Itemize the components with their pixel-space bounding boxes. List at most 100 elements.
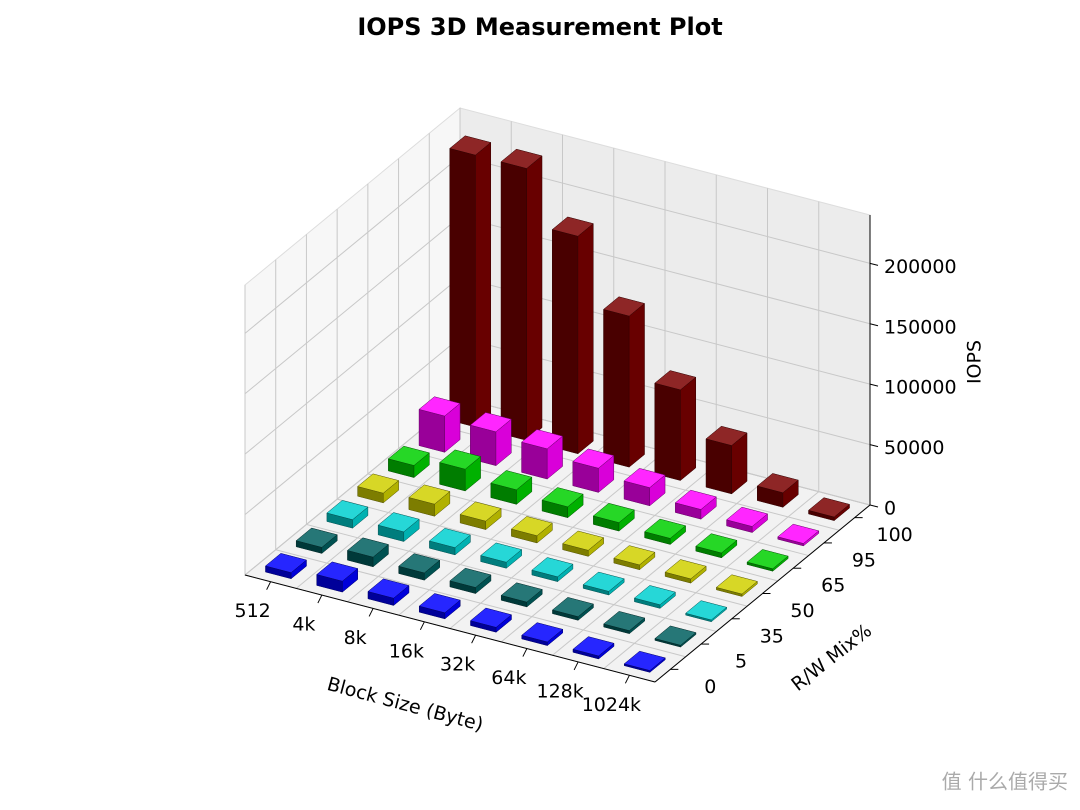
x-tick-label: 64k <box>491 667 526 689</box>
bar-top <box>326 500 369 520</box>
bar-side <box>577 223 594 455</box>
bar <box>469 607 513 633</box>
bar-top <box>572 636 615 657</box>
bar <box>480 542 523 569</box>
bar <box>695 533 738 559</box>
bar <box>408 484 451 517</box>
bar <box>377 512 420 543</box>
bar-front <box>449 148 476 428</box>
x-tick <box>317 594 323 604</box>
bar <box>644 518 687 545</box>
bar <box>521 622 564 647</box>
bar-top <box>418 396 461 417</box>
bar-top <box>510 516 553 537</box>
y-tick-label: 0 <box>704 676 716 698</box>
bar-top <box>449 135 492 156</box>
bar-top <box>664 559 707 580</box>
bar <box>572 448 615 493</box>
bar-top <box>705 425 748 446</box>
grid-line <box>244 216 461 395</box>
bar <box>623 650 666 673</box>
bar <box>664 559 707 584</box>
bar-front <box>552 229 579 455</box>
z-tick-label: 100000 <box>884 377 957 399</box>
bar-top <box>746 549 789 570</box>
bar-top <box>295 527 338 548</box>
bar-top <box>521 622 564 643</box>
bar-top <box>521 429 564 450</box>
bar <box>602 296 646 468</box>
bar-top <box>551 216 594 237</box>
bar <box>439 449 482 492</box>
bar-top <box>592 503 635 523</box>
z-tick <box>869 262 879 266</box>
bar-top <box>685 600 728 621</box>
x-tick <box>624 675 630 684</box>
bar-top <box>377 512 420 533</box>
z-tick-label: 200000 <box>884 256 957 278</box>
y-tick-label: 65 <box>821 575 845 597</box>
bar-top <box>756 473 799 494</box>
bar-front <box>418 409 445 453</box>
bar <box>449 567 492 595</box>
bar <box>428 528 471 556</box>
bar-front <box>500 161 527 441</box>
grid-line <box>500 464 717 643</box>
bar <box>264 553 308 580</box>
y-tick-label: 100 <box>877 524 913 546</box>
bar <box>500 148 543 441</box>
bar-top <box>316 561 359 582</box>
bar <box>531 557 574 583</box>
bar <box>562 530 605 557</box>
bar <box>654 370 697 482</box>
bar-top <box>469 607 513 628</box>
bar <box>705 425 748 495</box>
bar-side <box>680 376 697 482</box>
x-axis <box>244 574 656 683</box>
bar <box>551 597 594 621</box>
bar-top <box>603 611 646 631</box>
bar-top <box>602 296 646 317</box>
x-tick-label: 128k <box>536 680 583 702</box>
bar-top <box>654 370 697 391</box>
bar-top <box>500 148 543 169</box>
bar <box>418 593 461 620</box>
bar-top <box>541 487 584 508</box>
bar-front <box>705 438 732 495</box>
bar-top <box>551 597 594 617</box>
bar <box>346 537 389 568</box>
z-tick <box>869 383 879 387</box>
bar-top <box>480 542 523 563</box>
bar <box>746 549 789 572</box>
bar <box>807 497 851 522</box>
bar-top <box>531 557 574 578</box>
bar-top <box>408 484 451 505</box>
bar <box>623 468 666 507</box>
x-tick-label: 1024k <box>582 694 641 716</box>
bar-top <box>264 553 308 573</box>
z-tick <box>869 504 879 508</box>
bar <box>418 396 461 453</box>
bar <box>613 545 656 571</box>
bar-top <box>346 537 389 558</box>
z-tick <box>869 444 879 448</box>
bar <box>756 473 799 508</box>
z-tick <box>869 323 879 327</box>
z-tick-label: 50000 <box>884 437 944 459</box>
bar-front <box>603 309 630 468</box>
bar-top <box>613 545 656 566</box>
bar-top <box>367 578 410 599</box>
chart-title: IOPS 3D Measurement Plot <box>357 13 722 41</box>
bar-top <box>807 497 851 518</box>
bar-top <box>500 582 543 603</box>
x-tick <box>419 621 425 631</box>
x-tick <box>266 581 272 590</box>
bar <box>541 487 584 519</box>
grid-line <box>244 337 461 515</box>
bar-top <box>418 593 461 614</box>
x-tick <box>522 648 528 657</box>
bar <box>603 611 646 635</box>
bar <box>295 527 338 554</box>
y-tick-label: 95 <box>852 549 876 571</box>
bar-top <box>572 448 615 469</box>
